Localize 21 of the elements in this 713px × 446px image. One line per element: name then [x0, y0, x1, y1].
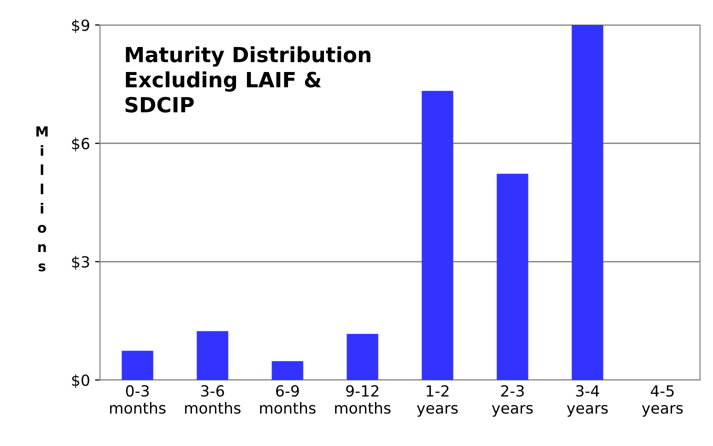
x-tick-label: 4-5 years — [642, 385, 683, 417]
y-tick-label: $3 — [72, 256, 90, 270]
x-tick-label: 0-3 months — [110, 385, 166, 414]
bar — [572, 25, 604, 380]
bar — [196, 331, 228, 380]
bar — [422, 90, 454, 380]
x-tick-label: 3-4 years — [566, 385, 608, 417]
x-tick-label: 9-12 months — [335, 385, 391, 414]
x-tick-label: 6-9 months — [260, 385, 316, 414]
text: Maturity Distribution Excluding LAIF & SDCIP — [125, 46, 370, 113]
bar — [122, 350, 154, 380]
y-axis-title: Millions — [36, 126, 48, 272]
x-tick-label: 3-6 months — [185, 385, 241, 414]
x-tick-label: 2-3 years — [492, 385, 533, 417]
x-tick-label: 1-2 years — [416, 385, 458, 417]
bar — [496, 174, 528, 380]
y-tick-label: $6 — [72, 138, 90, 152]
bar — [272, 361, 304, 380]
bar — [346, 334, 378, 380]
y-tick-label: $9 — [72, 19, 90, 34]
y-tick-label: $0 — [72, 374, 90, 388]
